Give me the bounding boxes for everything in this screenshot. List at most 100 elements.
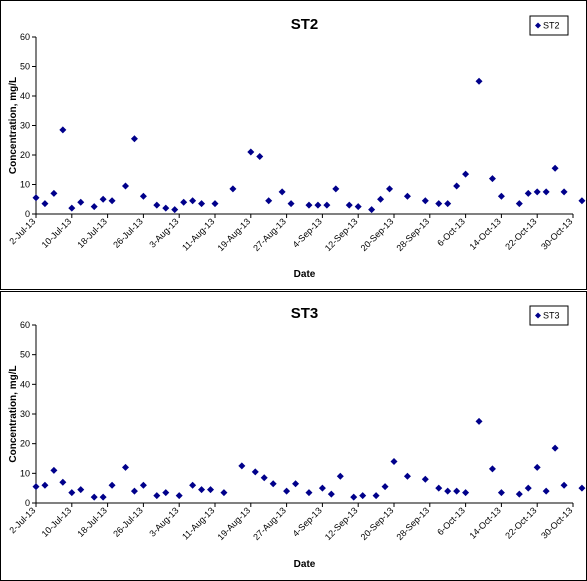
data-point	[359, 492, 367, 500]
data-point	[189, 481, 197, 489]
x-axis-label: Date	[294, 559, 316, 570]
y-tick-label: 60	[20, 32, 30, 42]
y-tick-label: 10	[20, 468, 30, 478]
data-point	[390, 457, 398, 465]
y-tick-label: 0	[25, 498, 30, 508]
y-tick-label: 40	[20, 91, 30, 101]
data-point	[488, 465, 496, 473]
data-point	[386, 185, 394, 193]
chart-frame	[0, 0, 587, 290]
data-point	[350, 493, 358, 501]
data-point	[318, 484, 326, 492]
data-point	[381, 483, 389, 491]
data-point	[130, 487, 138, 495]
data-point	[171, 206, 179, 214]
data-point	[403, 472, 411, 480]
data-point	[421, 197, 429, 205]
data-point	[175, 492, 183, 500]
data-point	[327, 490, 335, 498]
data-point	[560, 188, 568, 196]
data-point	[162, 204, 170, 212]
chart-frame	[0, 291, 587, 581]
data-point	[220, 489, 228, 497]
data-point	[332, 185, 340, 193]
data-point	[90, 203, 98, 211]
y-tick-label: 20	[20, 150, 30, 160]
data-point	[287, 200, 295, 208]
data-point	[108, 481, 116, 489]
data-point	[283, 487, 291, 495]
data-point	[305, 489, 313, 497]
data-point	[153, 492, 161, 500]
data-point	[560, 481, 568, 489]
data-point	[403, 192, 411, 200]
data-point	[444, 487, 452, 495]
data-point	[551, 444, 559, 452]
data-point	[50, 189, 58, 197]
y-tick-label: 20	[20, 439, 30, 449]
data-point	[578, 484, 586, 492]
y-tick-label: 10	[20, 180, 30, 190]
data-point	[377, 195, 385, 203]
data-point	[50, 466, 58, 474]
data-point	[122, 182, 129, 190]
data-point	[542, 188, 550, 196]
data-point	[251, 468, 259, 476]
data-point	[108, 197, 116, 205]
data-point	[77, 486, 85, 494]
data-point	[189, 197, 197, 205]
data-point	[314, 201, 322, 209]
data-point	[435, 200, 443, 208]
legend-label: ST2	[543, 21, 560, 31]
data-point	[497, 192, 505, 200]
data-point	[305, 201, 313, 209]
data-point	[198, 200, 206, 208]
data-point	[462, 170, 470, 178]
y-tick-label: 30	[20, 121, 30, 131]
data-point	[260, 474, 268, 482]
data-point	[162, 489, 170, 497]
data-point	[292, 480, 300, 488]
data-point	[497, 489, 505, 497]
data-point	[421, 475, 429, 483]
legend-marker	[535, 22, 541, 29]
data-point	[533, 188, 541, 196]
y-tick-label: 50	[20, 62, 30, 72]
data-point	[59, 478, 67, 486]
data-point	[198, 486, 206, 494]
data-point	[453, 182, 461, 190]
y-axis-label: Concentration, mg/L	[8, 365, 19, 462]
legend: ST2	[529, 15, 569, 36]
data-point	[345, 201, 353, 209]
data-point	[256, 152, 264, 160]
data-point	[551, 164, 559, 172]
data-point	[323, 201, 331, 209]
data-point	[372, 492, 380, 500]
data-point	[515, 200, 523, 208]
legend-marker	[535, 312, 541, 319]
y-tick-label: 0	[25, 209, 30, 219]
data-point	[130, 135, 138, 143]
data-point	[229, 185, 237, 193]
data-point	[533, 463, 541, 471]
data-point	[578, 197, 586, 205]
data-point	[32, 483, 40, 491]
data-point	[122, 463, 129, 471]
data-point	[32, 194, 40, 202]
data-point	[207, 486, 215, 494]
data-point	[444, 200, 452, 208]
data-point	[475, 417, 483, 425]
y-tick-label: 50	[20, 350, 30, 360]
data-point	[488, 175, 496, 183]
data-point	[462, 489, 470, 497]
data-point	[77, 198, 85, 206]
x-axis-label: Date	[294, 269, 316, 280]
data-point	[211, 200, 219, 208]
data-point	[153, 201, 161, 209]
data-point	[524, 484, 532, 492]
data-point	[90, 493, 98, 501]
